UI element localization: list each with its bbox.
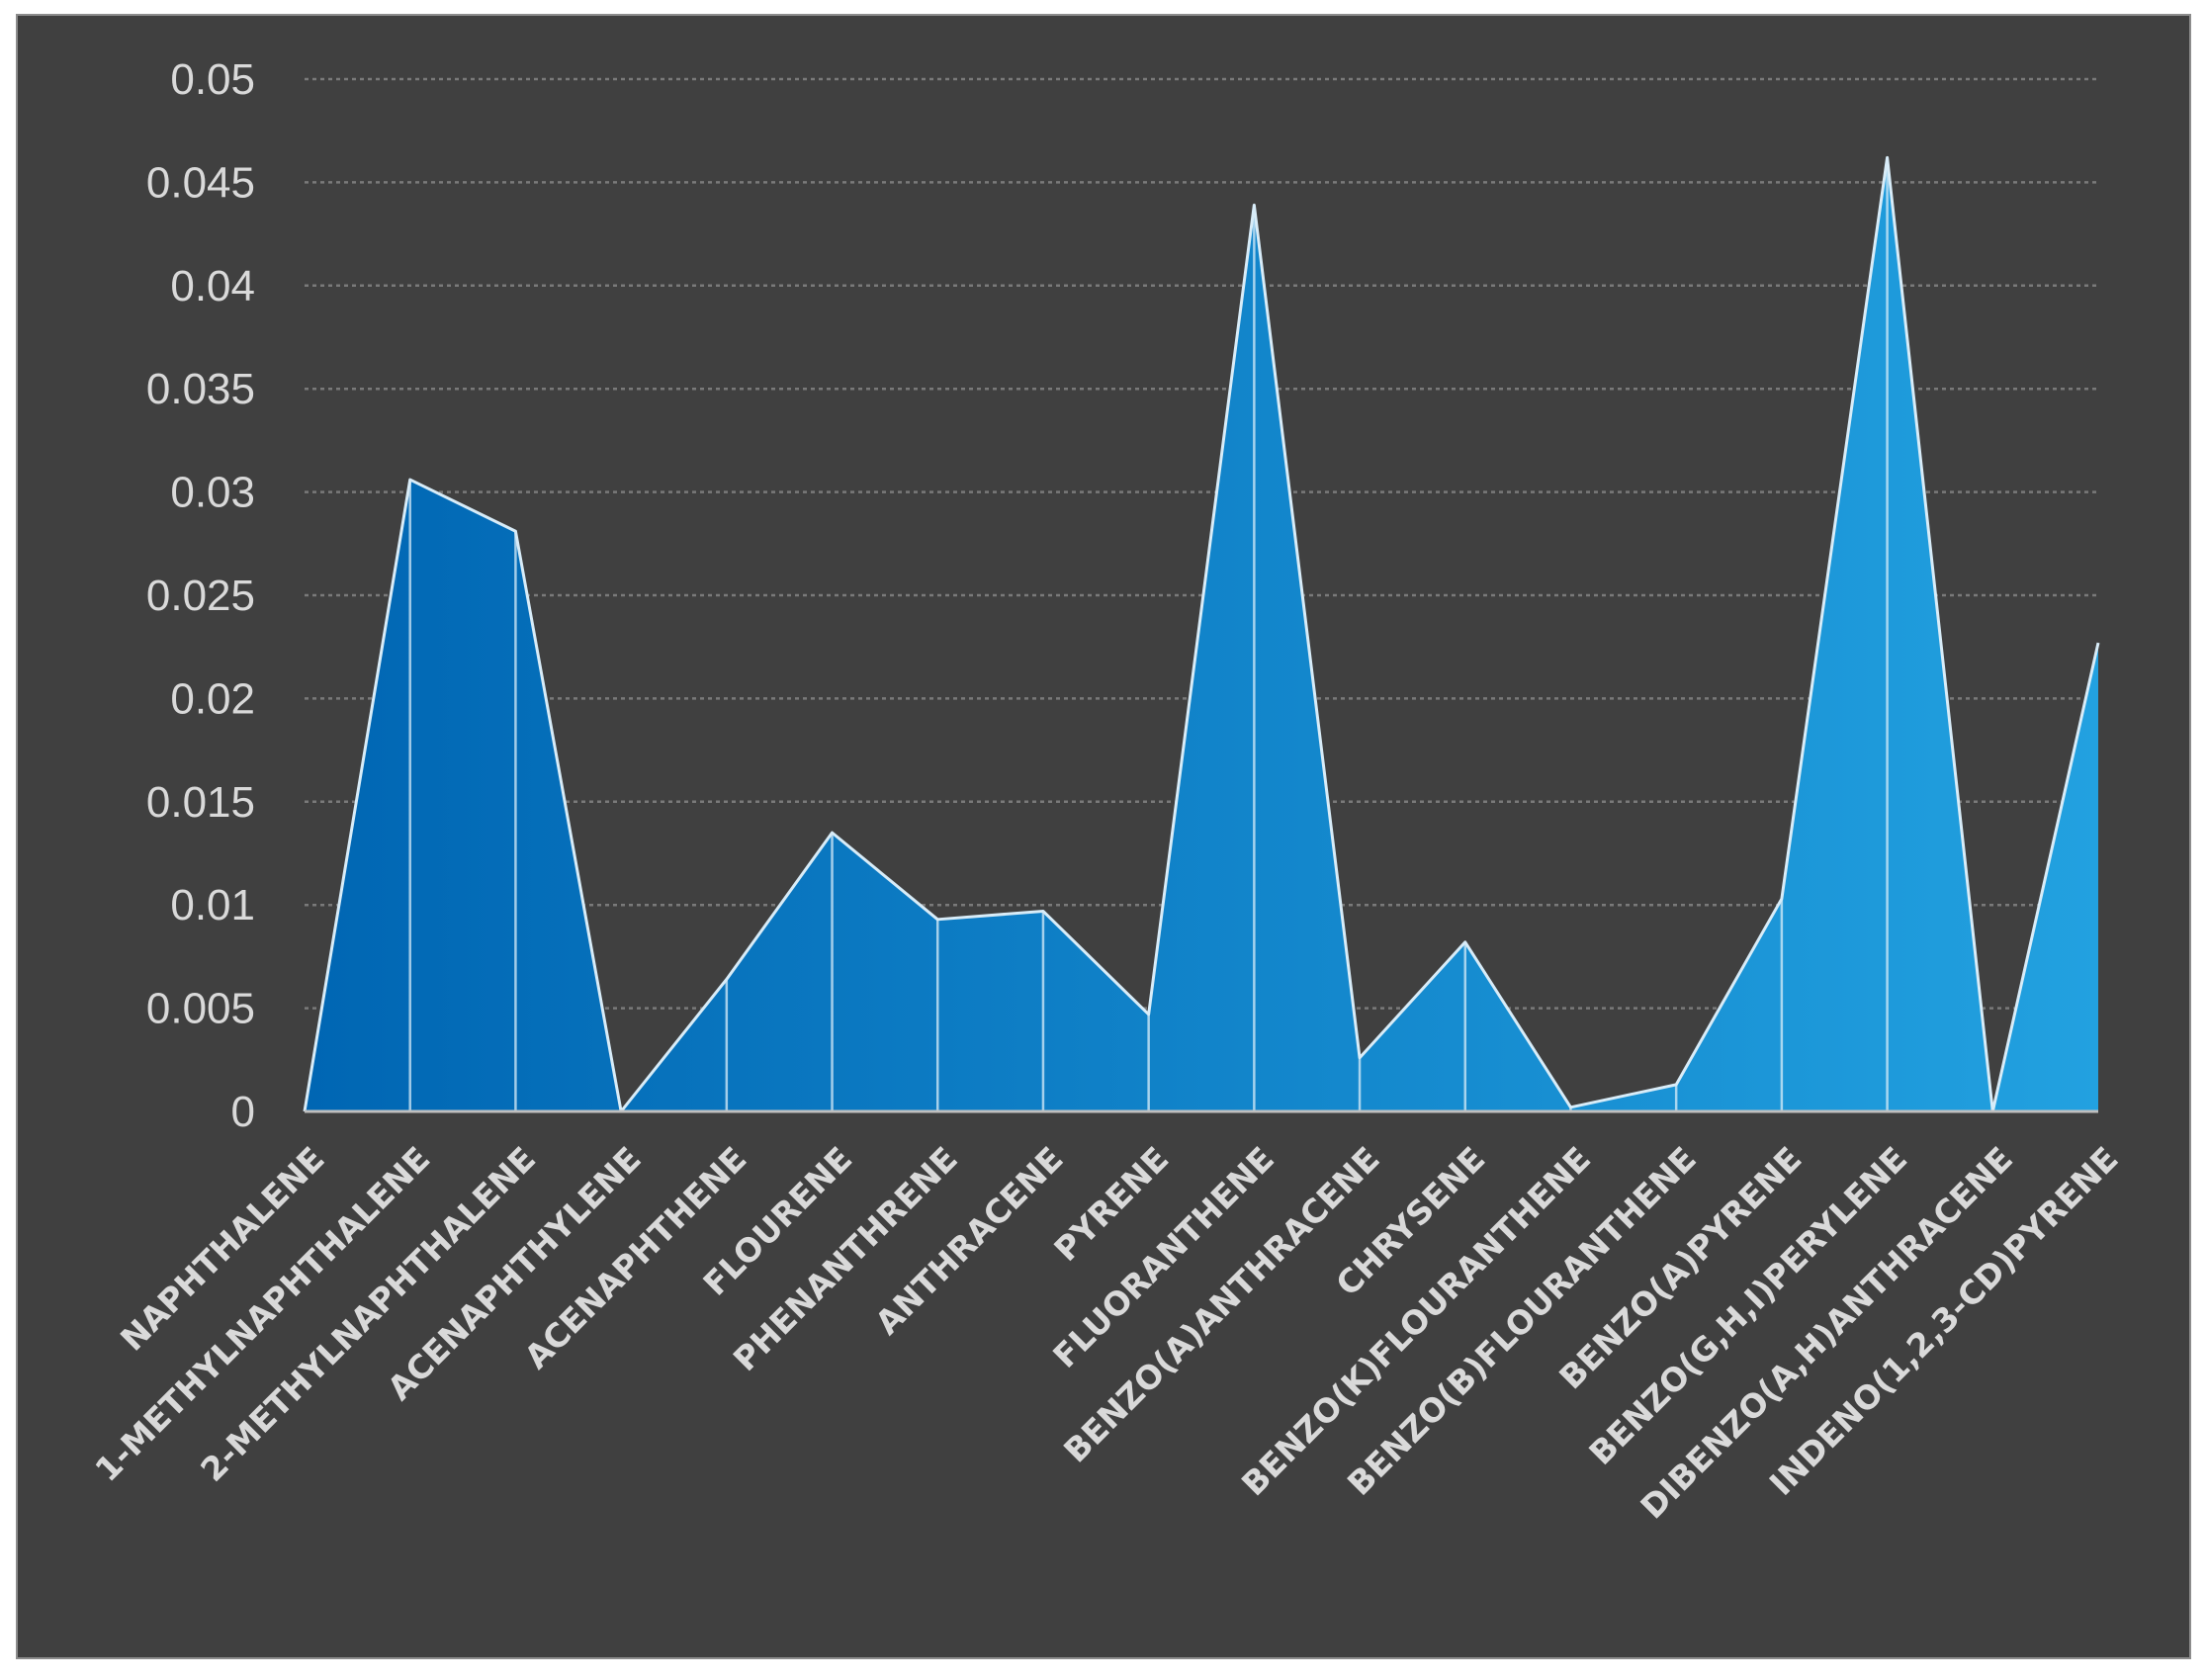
y-axis-tick-labels: 0 0.005 0.01 0.015 0.02 0.025 0.03 0.035 0.04 0.0… (146, 55, 255, 1136)
y-tick-label: 0.025 (146, 572, 255, 620)
y-tick-label: 0.035 (146, 365, 255, 413)
x-tick-label: ANTHRACENE (867, 1139, 1070, 1342)
y-tick-label: 0.04 (170, 262, 255, 310)
y-tick-label: 0.045 (146, 158, 255, 207)
area-fill (305, 157, 2098, 1111)
chart-frame: 0 0.005 0.01 0.015 0.02 0.025 0.03 0.035 0.04 0.0… (16, 14, 2191, 1659)
x-tick-label: DIBENZO(A,H)ANTHRACENE (1634, 1139, 2020, 1526)
y-tick-label: 0.02 (170, 674, 255, 723)
series-line (303, 155, 2100, 1113)
y-tick-label: 0.05 (170, 55, 255, 104)
y-tick-label: 0.03 (170, 469, 255, 517)
x-tick-label: NAPHTHALENE (113, 1139, 332, 1359)
y-tick-label: 0.015 (146, 778, 255, 827)
area-chart: 0 0.005 0.01 0.015 0.02 0.025 0.03 0.035 0.04 0.0… (87, 55, 2125, 1527)
x-axis-tick-labels: NAPHTHALENE1-METHYLNAPHTHALENE2-METHYLNA… (87, 1139, 2125, 1526)
y-tick-label: 0 (231, 1088, 255, 1136)
y-tick-label: 0.01 (170, 881, 255, 929)
y-tick-label: 0.005 (146, 985, 255, 1033)
area-series (303, 155, 2100, 1113)
